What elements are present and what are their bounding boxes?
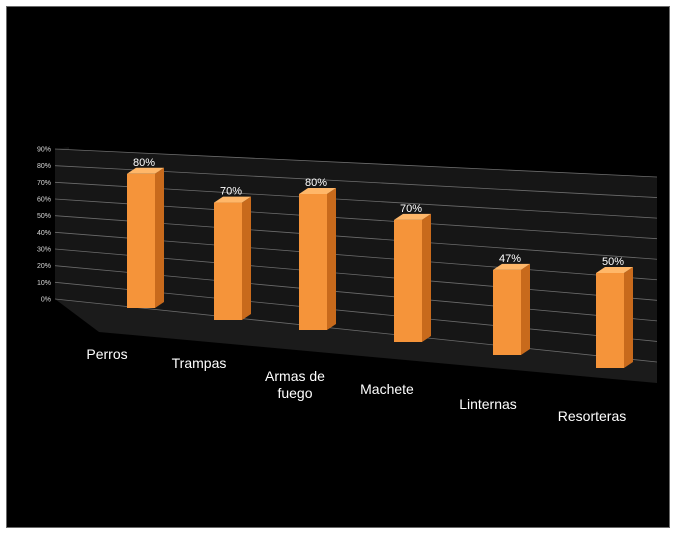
category-label: Resorteras: [558, 408, 626, 424]
category-label: Trampas: [172, 355, 227, 371]
data-label: 70%: [400, 203, 422, 215]
category-label-line: Resorteras: [558, 408, 626, 424]
bar: [596, 273, 624, 368]
category-label-line: fuego: [277, 385, 312, 401]
data-label: 80%: [305, 177, 327, 189]
y-tick-label: 60%: [37, 197, 51, 204]
bar-side: [242, 196, 251, 320]
category-label-line: Machete: [360, 381, 414, 397]
y-tick-label: 70%: [37, 180, 51, 187]
y-tick-label: 50%: [37, 213, 51, 220]
bar: [299, 194, 327, 330]
y-tick-label: 0%: [41, 297, 51, 304]
gridline: [54, 148, 658, 178]
data-label: 50%: [602, 256, 624, 268]
bar: [127, 173, 155, 308]
category-label: Perros: [86, 346, 127, 362]
floor: [55, 299, 657, 383]
bar: [394, 219, 422, 342]
category-label-line: Perros: [86, 346, 127, 362]
category-label: Linternas: [459, 396, 517, 412]
chart-frame: 0% 10% 20% 30% 40% 50% 60% 70% 80% 90% 80% 70% 80% 70…: [6, 6, 670, 528]
bar-top: [596, 267, 633, 273]
bar-side: [624, 267, 633, 368]
data-label: 80%: [133, 157, 155, 169]
bar-top: [493, 263, 530, 270]
bar-top: [127, 167, 164, 174]
y-tick-label: 10%: [37, 280, 51, 287]
y-tick-label: 20%: [37, 263, 51, 270]
category-label-line: Armas de: [265, 368, 325, 384]
category-label-line: Linternas: [459, 396, 517, 412]
bar-top: [214, 196, 251, 203]
bar-chart-3d: 0% 10% 20% 30% 40% 50% 60% 70% 80% 90% 80% 70% 80% 70…: [37, 147, 658, 424]
data-label: 70%: [220, 186, 242, 198]
y-tick-label: 30%: [37, 247, 51, 254]
gridline: [54, 298, 658, 363]
category-label-line: Trampas: [172, 355, 227, 371]
bar-top: [299, 188, 336, 194]
bar-side: [155, 167, 164, 308]
bar: [214, 202, 242, 320]
category-label: Machete: [360, 381, 414, 397]
bar-top: [394, 213, 431, 220]
y-tick-label: 40%: [37, 230, 51, 237]
bar-side: [327, 188, 336, 330]
y-tick-label: 80%: [37, 163, 51, 170]
bar-side: [422, 213, 431, 342]
data-label: 47%: [499, 253, 521, 265]
bar-side: [521, 263, 530, 355]
bar: [493, 269, 521, 355]
y-tick-label: 90%: [37, 147, 51, 154]
category-label: Armas de fuego: [265, 368, 325, 401]
